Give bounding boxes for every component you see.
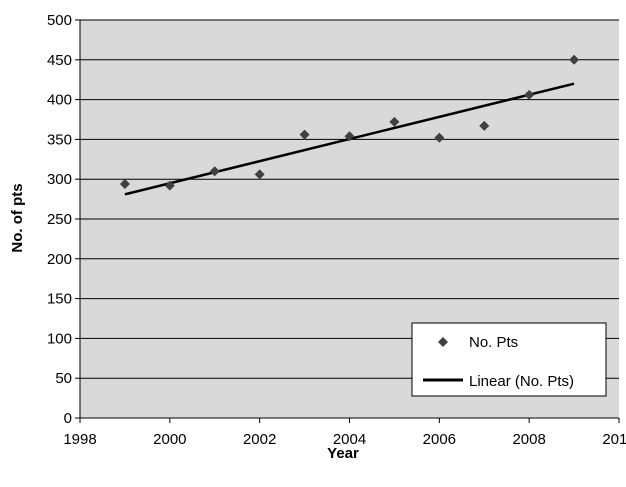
data-point-2007: [479, 120, 490, 131]
y-axis-title: No. of pts: [9, 183, 26, 252]
x-tick-label-2008: 2008: [512, 431, 545, 448]
y-tick-label-250: 250: [47, 211, 72, 228]
y-tick-label-50: 50: [55, 370, 72, 387]
y-tick-label-100: 100: [47, 330, 72, 347]
legend-box: [411, 322, 607, 397]
x-axis-ticks: 1998 2000 2002 2004 2006 2008 2010: [63, 418, 626, 448]
y-tick-label-450: 450: [47, 52, 72, 69]
legend-label-linear: Linear (No. Pts): [469, 373, 574, 390]
data-point-1999: [119, 178, 130, 189]
y-tick-label-0: 0: [64, 410, 72, 427]
legend-marker-diamond-icon: [438, 337, 448, 347]
y-tick-label-200: 200: [47, 251, 72, 268]
plot-area: [79, 19, 619, 419]
data-point-2009: [569, 54, 580, 65]
y-tick-label-400: 400: [47, 92, 72, 109]
legend: No. Pts Linear (No. Pts): [411, 322, 607, 397]
x-tick-label-2006: 2006: [423, 431, 456, 448]
x-axis-title: Year: [327, 445, 359, 462]
data-point-2005: [389, 116, 400, 127]
y-tick-label-150: 150: [47, 291, 72, 308]
data-point-2004: [344, 131, 355, 142]
y-tick-label-300: 300: [47, 171, 72, 188]
data-point-2001: [209, 166, 220, 177]
x-tick-label-2000: 2000: [153, 431, 186, 448]
data-point-2002: [254, 169, 265, 180]
data-point-2006: [434, 132, 445, 143]
x-tick-label-2010: 2010: [602, 431, 626, 448]
x-tick-label-2002: 2002: [243, 431, 276, 448]
y-tick-label-500: 500: [47, 12, 72, 29]
y-axis-ticks: 0 50 100 150 200 250 300 350 400 450 500: [47, 12, 80, 427]
x-tick-label-2004: 2004: [333, 431, 366, 448]
data-point-2000: [164, 180, 175, 191]
y-tick-label-350: 350: [47, 131, 72, 148]
data-point-2008: [524, 89, 535, 100]
legend-label-no-pts: No. Pts: [469, 334, 518, 351]
x-tick-label-1998: 1998: [63, 431, 96, 448]
data-point-2003: [299, 129, 310, 140]
data-series: [119, 54, 580, 196]
